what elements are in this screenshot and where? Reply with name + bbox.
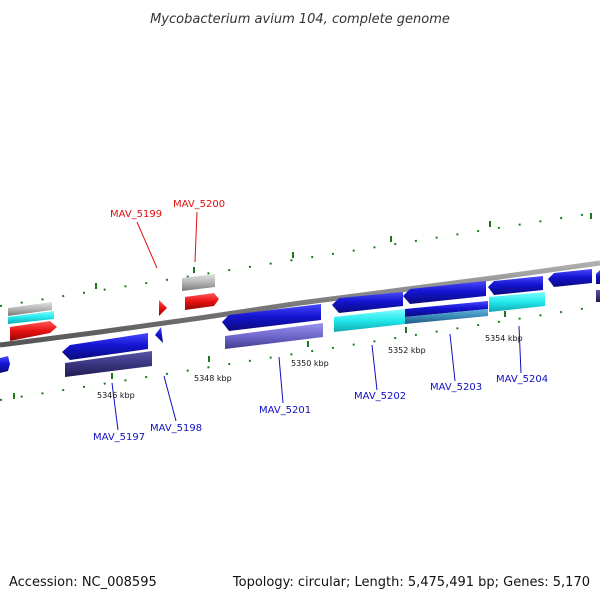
tick-label-5354: 5354 kbp bbox=[485, 334, 523, 343]
gene-feature-mav-5198 bbox=[155, 327, 163, 343]
gene-feature-mav-5199 bbox=[159, 300, 167, 316]
label-leaders bbox=[111, 211, 522, 431]
gene-label-mav-5200[interactable]: MAV_5200 bbox=[173, 199, 225, 210]
gene-feature-right-a bbox=[548, 269, 592, 287]
tick-label-5352: 5352 kbp bbox=[388, 346, 426, 355]
forward-features bbox=[8, 269, 600, 349]
gene-feature-left-edge bbox=[0, 356, 10, 373]
gene-feature-mav-5204 bbox=[488, 276, 543, 295]
gene-feature-mav-5202-cog bbox=[334, 309, 405, 332]
gene-label-mav-5201[interactable]: MAV_5201 bbox=[259, 405, 311, 416]
gene-feature-mav-5203-cog-b bbox=[405, 309, 488, 324]
gene-feature-right-b bbox=[596, 270, 600, 284]
gene-label-mav-5199[interactable]: MAV_5199 bbox=[110, 209, 162, 220]
gene-label-mav-5197[interactable]: MAV_5197 bbox=[93, 432, 145, 443]
genome-summary-text: Topology: circular; Length: 5,475,491 bp… bbox=[232, 575, 590, 590]
gene-label-mav-5202[interactable]: MAV_5202 bbox=[354, 391, 406, 402]
gene-feature-mav-5203-cog-a bbox=[405, 301, 488, 317]
gene-label-mav-5203[interactable]: MAV_5203 bbox=[430, 382, 482, 393]
reverse-features bbox=[0, 327, 163, 377]
gene-feature-gray-5200 bbox=[182, 274, 215, 291]
gene-label-mav-5204[interactable]: MAV_5204 bbox=[496, 374, 548, 385]
tick-labels: 5346 kbp 5348 kbp 5350 kbp 5352 kbp 5354… bbox=[97, 334, 523, 400]
gene-feature-cyan-left bbox=[8, 311, 54, 324]
gene-labels: MAV_5199 MAV_5200 MAV_5197 MAV_5198 MAV_… bbox=[93, 199, 548, 443]
major-ticks bbox=[13, 213, 592, 399]
tick-label-5346: 5346 kbp bbox=[97, 391, 135, 400]
gene-label-mav-5198[interactable]: MAV_5198 bbox=[150, 423, 202, 434]
gene-feature-mav-5201-cog bbox=[225, 323, 323, 349]
gene-feature-mav-5204-cog bbox=[489, 292, 545, 312]
map-title: Mycobacterium avium 104, complete genome bbox=[150, 12, 450, 27]
gene-feature-gray-left bbox=[8, 302, 52, 316]
genome-backbone bbox=[0, 260, 600, 348]
gene-feature-mav-5200 bbox=[185, 293, 219, 310]
accession-text: Accession: NC_008595 bbox=[9, 575, 157, 590]
gene-feature-mav-5201 bbox=[222, 304, 321, 331]
tick-label-5348: 5348 kbp bbox=[194, 374, 232, 383]
gene-feature-mav-5197-cog bbox=[65, 351, 152, 377]
gene-feature-mav-5202 bbox=[332, 292, 403, 313]
gene-feature-right-c bbox=[596, 290, 600, 302]
gene-feature-red-left bbox=[10, 321, 57, 341]
gene-feature-mav-5197 bbox=[62, 333, 148, 360]
gene-feature-mav-5203 bbox=[403, 281, 486, 304]
tick-label-5350: 5350 kbp bbox=[291, 359, 329, 368]
